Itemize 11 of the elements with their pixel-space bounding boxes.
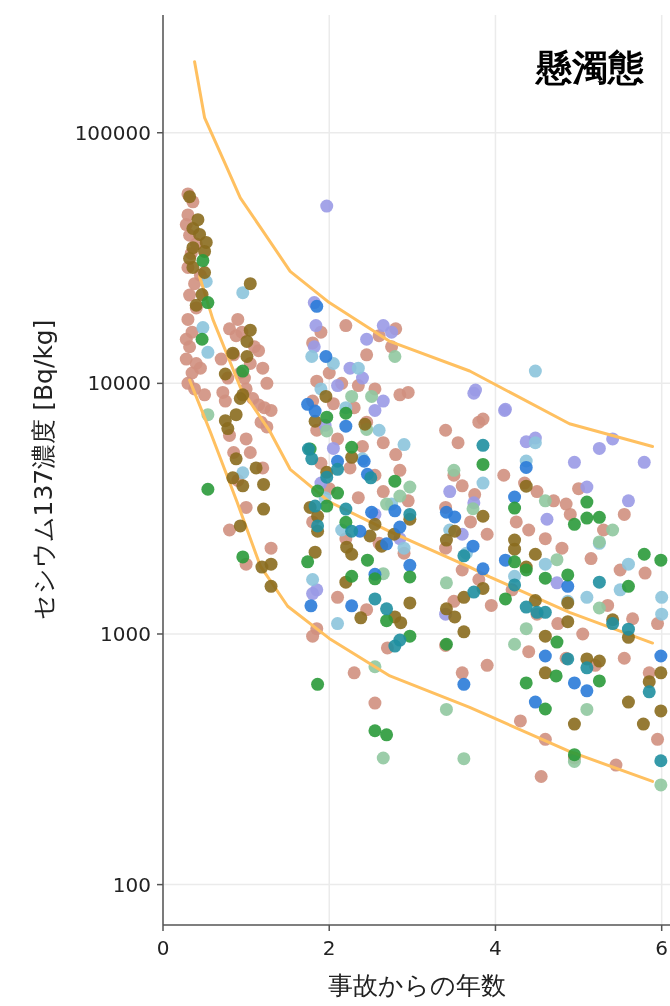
y-tick-label: 1000 (100, 621, 151, 646)
x-tick-label: 4 (489, 936, 502, 960)
y-tick-label: 10000 (87, 371, 151, 396)
x-tick-label: 2 (322, 936, 336, 960)
y-axis-title: セシウム137濃度 [Bq/kg] (29, 319, 58, 621)
x-axis-title: 事故からの年数 (327, 971, 506, 1000)
x-tick-label: 6 (655, 936, 669, 960)
x-tick-label: 0 (156, 936, 170, 960)
y-tick-label: 100 (112, 872, 151, 897)
text: 懸濁態 (534, 47, 644, 88)
y-tick-label: 100000 (74, 120, 151, 145)
